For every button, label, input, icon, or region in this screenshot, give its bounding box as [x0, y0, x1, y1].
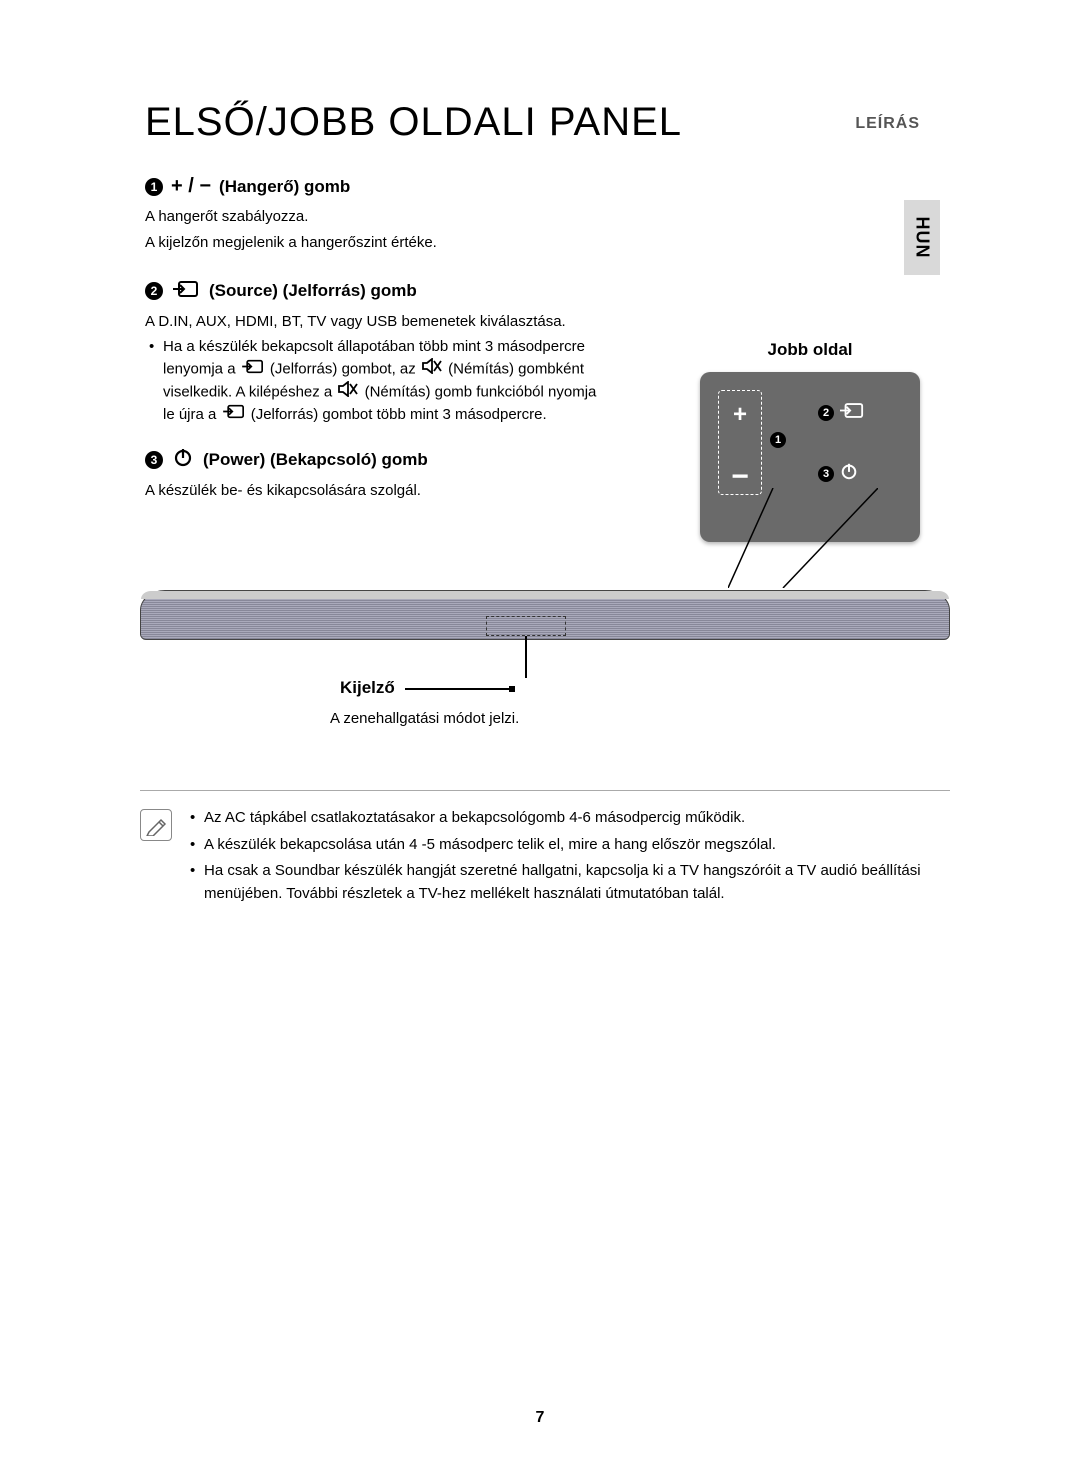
page-number: 7	[536, 1409, 545, 1427]
section-1-title: (Hangerő) gomb	[219, 177, 350, 197]
callout-hline	[405, 685, 515, 693]
section-1-line2: A kijelzőn megjelenik a hangerőszint ért…	[145, 232, 605, 254]
display-label: Kijelző	[340, 678, 395, 698]
section-2-bullet: Ha a készülék bekapcsolt állapotában töb…	[145, 336, 605, 425]
annot-badge-1: 1	[770, 432, 786, 448]
section-3-title: (Power) (Bekapcsoló) gomb	[203, 450, 428, 470]
display-callout: Kijelző A zenehallgatási módot jelzi.	[340, 678, 519, 727]
side-panel-label: Jobb oldal	[700, 340, 920, 360]
section-1-line1: A hangerőt szabályozza.	[145, 206, 605, 228]
language-tab-text: HUN	[912, 217, 933, 259]
annotation-1: 1	[770, 432, 786, 448]
note-icon	[140, 809, 172, 841]
soundbar-diagram: Kijelző A zenehallgatási módot jelzi.	[140, 590, 950, 640]
badge-2: 2	[145, 282, 163, 300]
power-icon-panel	[840, 462, 858, 485]
section-2-title: (Source) (Jelforrás) gomb	[209, 281, 417, 301]
badge-1: 1	[145, 178, 163, 196]
section-label: LEÍRÁS	[855, 115, 920, 133]
note-1: Az AC tápkábel csatlakoztatásakor a beka…	[186, 807, 950, 830]
minus-icon: −	[731, 469, 749, 484]
section-3-line1: A készülék be- és kikapcsolására szolgál…	[145, 480, 605, 502]
s2-text-e: (Jelforrás) gombot több mint 3 másodperc…	[251, 406, 547, 423]
left-column: 1 + / − (Hangerő) gomb A hangerőt szabál…	[145, 175, 605, 502]
side-panel-diagram: Jobb oldal + − 1 2 3	[700, 340, 920, 542]
badge-3: 3	[145, 451, 163, 469]
panel-illustration: + − 1 2 3	[700, 372, 920, 542]
annotation-2: 2	[818, 402, 864, 424]
s2-text-b: (Jelforrás) gombot, az	[270, 360, 420, 377]
callout-vline	[525, 636, 527, 678]
section-2-heading: 2 (Source) (Jelforrás) gomb	[145, 280, 605, 303]
mute-icon-inline	[422, 358, 442, 381]
display-marker	[486, 616, 566, 636]
note-2: A készülék bekapcsolása után 4 -5 másodp…	[186, 834, 950, 857]
notes-list: Az AC tápkábel csatlakoztatásakor a beka…	[186, 807, 950, 909]
annot-badge-2: 2	[818, 405, 834, 421]
plus-minus-icon: + / −	[171, 175, 211, 198]
volume-button-group: + −	[718, 390, 762, 495]
soundbar-body	[140, 590, 950, 640]
display-description: A zenehallgatási módot jelzi.	[330, 710, 519, 727]
notes-section: Az AC tápkábel csatlakoztatásakor a beka…	[140, 790, 950, 909]
power-icon	[173, 447, 193, 472]
source-icon-panel	[840, 402, 864, 424]
source-icon-inline	[242, 359, 264, 381]
annot-badge-3: 3	[818, 466, 834, 482]
section-2-line1: A D.IN, AUX, HDMI, BT, TV vagy USB bemen…	[145, 311, 605, 333]
language-tab: HUN	[904, 200, 940, 275]
note-3: Ha csak a Soundbar készülék hangját szer…	[186, 860, 950, 905]
section-3-heading: 3 (Power) (Bekapcsoló) gomb	[145, 447, 605, 472]
source-icon	[173, 280, 199, 303]
mute-icon-inline-2	[338, 381, 358, 404]
annotation-3: 3	[818, 462, 858, 485]
plus-icon: +	[733, 401, 747, 429]
section-1-heading: 1 + / − (Hangerő) gomb	[145, 175, 605, 198]
source-icon-inline-2	[223, 404, 245, 426]
